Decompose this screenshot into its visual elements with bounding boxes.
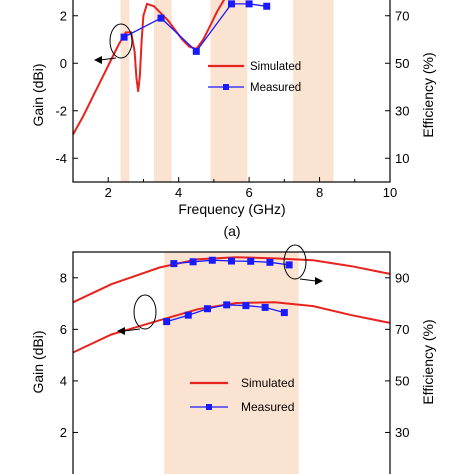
- measured-efficiency-point: [261, 303, 269, 311]
- annotation-arrow-line: [99, 57, 117, 61]
- y-tick-labels: 2 4 6 8: [60, 270, 67, 440]
- y2-tick-label: 50: [395, 373, 409, 388]
- y-tick-label: 2: [60, 8, 67, 23]
- measured-efficiency-point: [223, 301, 231, 309]
- x-tick-label: 2: [105, 185, 112, 200]
- annotation-ellipse: [109, 23, 133, 59]
- frequency-band: [164, 252, 299, 474]
- annotation-efficiency-arrow: [283, 244, 323, 285]
- y-tick-label: -4: [55, 151, 67, 166]
- y2-axis-label: Efficiency (%): [420, 52, 436, 137]
- y-tick-label: -2: [55, 103, 67, 118]
- measured-gain-point: [228, 257, 235, 265]
- x-tick-labels: 2 4 6 8 10: [105, 185, 398, 200]
- annotation-arrowhead: [94, 56, 102, 64]
- y-tick-labels: -4 -2 0 2: [55, 8, 67, 166]
- y2-tick-label: 70: [395, 322, 409, 337]
- plot-frame: [72, 0, 391, 183]
- band-1: [120, 0, 130, 182]
- y2-tick-label: 70: [395, 8, 409, 23]
- measured-gain-point: [285, 261, 293, 269]
- measured-efficiency-point: [242, 302, 250, 310]
- tick-marks: [73, 277, 390, 433]
- measured-gain-point: [208, 256, 216, 264]
- measured-point: [228, 0, 235, 8]
- legend-measured-label: Measured: [241, 400, 294, 414]
- annotation-arrow-line: [299, 278, 317, 282]
- legend-simulated-label: Simulated: [241, 376, 294, 390]
- y2-tick-label: 10: [395, 151, 409, 166]
- series-lines: [72, 256, 391, 354]
- measured-efficiency-point: [203, 305, 211, 313]
- measured-point: [263, 2, 271, 10]
- y-axis-label: Gain (dBi): [30, 330, 46, 393]
- x-tick-label: 4: [175, 185, 182, 200]
- annotation-ellipse: [133, 294, 157, 330]
- plot-frame: [72, 251, 391, 474]
- band-3: [210, 0, 248, 182]
- x-tick-label: 10: [383, 185, 397, 200]
- measured-point: [120, 33, 128, 41]
- x-tick-label: 8: [316, 185, 323, 200]
- measured-efficiency-point: [163, 318, 171, 326]
- measured-point: [245, 0, 253, 8]
- band-2: [154, 0, 172, 182]
- legend-measured-label: Measured: [250, 82, 301, 94]
- annotation-efficiency-arrow: [94, 23, 133, 64]
- legend: Simulated Measured: [208, 61, 301, 94]
- annotation-arrowhead: [117, 327, 125, 335]
- annotation-gain-arrow: [117, 294, 157, 335]
- legend-simulated-label: Simulated: [250, 61, 301, 73]
- y-tick-label: 0: [60, 56, 67, 71]
- legend-measured-marker: [206, 404, 212, 410]
- y2-tick-label: 30: [395, 425, 409, 440]
- y2-tick-label: 90: [395, 270, 409, 285]
- y2-axis-label: Efficiency (%): [420, 319, 436, 404]
- annotation-ellipse: [283, 244, 307, 280]
- measured-efficiency-point: [280, 309, 288, 317]
- measured-point: [157, 14, 165, 22]
- x-tick-label: 6: [245, 185, 252, 200]
- y2-tick-labels: 30 50 70 90: [395, 270, 409, 440]
- measured-efficiency-point: [184, 311, 192, 319]
- y-axis-label: Gain (dBi): [30, 63, 46, 126]
- series-lines: [72, 0, 271, 135]
- y2-tick-label: 50: [395, 56, 409, 71]
- band: [164, 252, 299, 474]
- x-axis-label: Frequency (GHz): [178, 201, 285, 217]
- annotation-arrow-line: [123, 328, 141, 332]
- frequency-bands: [120, 0, 334, 182]
- y-tick-label: 8: [60, 270, 67, 285]
- band-4: [293, 0, 334, 182]
- measured-gain-point: [189, 258, 197, 266]
- simulated-gain-line: [72, 256, 391, 304]
- legend-measured-marker: [223, 84, 229, 90]
- y2-tick-labels: 10 30 50 70: [395, 8, 409, 166]
- y-tick-label: 6: [60, 322, 67, 337]
- y2-tick-label: 30: [395, 103, 409, 118]
- simulated-efficiency-line: [72, 301, 391, 354]
- panel-label: (a): [223, 223, 240, 239]
- measured-gain-point: [266, 258, 274, 266]
- y-tick-label: 2: [60, 425, 67, 440]
- y-tick-label: 4: [60, 373, 67, 388]
- legend: Simulated Measured: [190, 376, 294, 414]
- measured-gain-point: [170, 260, 178, 268]
- measured-gain-point: [247, 257, 255, 265]
- measured-point: [192, 47, 200, 55]
- chart-panel-a: 2 4 6 8 10 -4 -2 0 2 10 30 50 70 Frequency (GHz) G…: [30, 0, 436, 239]
- annotation-arrowhead: [315, 277, 323, 285]
